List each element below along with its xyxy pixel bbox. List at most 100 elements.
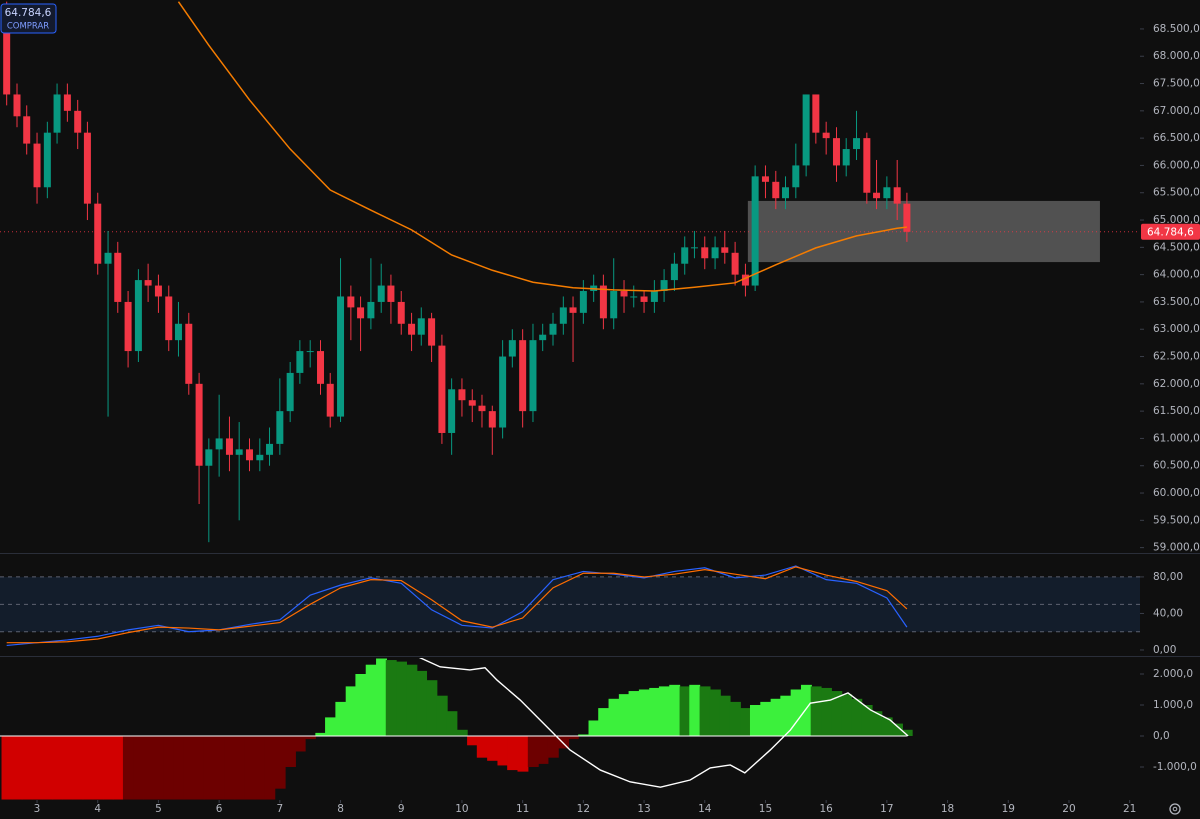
x-tick-label: 19 — [1002, 803, 1015, 815]
y-tick-label: 64.000,0 — [1153, 269, 1200, 281]
momentum-bar — [537, 735, 549, 764]
candle-body — [357, 307, 365, 319]
buy-button-frame[interactable] — [0, 3, 57, 34]
settings-gear[interactable] — [1169, 803, 1181, 815]
settings-icon[interactable] — [1169, 803, 1181, 815]
momentum-bar — [376, 658, 387, 736]
y-tick-label: 65.500,0 — [1153, 187, 1200, 199]
candle-body — [347, 296, 355, 308]
momentum-bar — [426, 680, 438, 736]
momentum-bar — [760, 701, 772, 736]
y-tick-label: 59.500,0 — [1153, 514, 1200, 526]
y-tick-label: 64.500,0 — [1153, 241, 1200, 253]
momentum-bar — [133, 735, 145, 800]
candle-body — [174, 323, 182, 341]
momentum-bar — [213, 735, 225, 800]
momentum-bar — [385, 660, 397, 736]
x-tick-label: 7 — [276, 803, 283, 815]
candle-body — [428, 318, 436, 346]
pane — [0, 565, 1140, 647]
momentum-bar — [729, 701, 741, 736]
x-tick-label: 14 — [698, 803, 712, 815]
momentum-bar — [608, 698, 620, 736]
x-tick-label: 11 — [516, 803, 529, 815]
momentum-bar — [335, 701, 347, 736]
candle-body — [670, 263, 678, 281]
candle-body — [63, 94, 71, 111]
candle-body — [94, 203, 102, 264]
momentum-bar — [740, 708, 752, 736]
candle-body — [599, 285, 607, 319]
momentum-bar — [234, 735, 245, 800]
y-tick-label: 59.000,0 — [1153, 542, 1200, 554]
candle-body — [539, 334, 547, 341]
y-tick-label: 1.000,0 — [1153, 699, 1193, 711]
candle-body — [326, 383, 334, 417]
y-tick-label: 0,0 — [1153, 730, 1170, 742]
candle-body — [519, 340, 527, 412]
candle-body — [640, 296, 648, 302]
candle-body — [488, 411, 496, 428]
y-tick-label: 67.500,0 — [1153, 78, 1200, 90]
y-tick-label: 63.500,0 — [1153, 296, 1200, 308]
momentum-bar — [689, 684, 701, 736]
momentum-bar — [831, 691, 843, 736]
candle-body — [650, 291, 658, 302]
momentum-bar — [467, 735, 479, 746]
candle-body — [660, 280, 668, 292]
y-tick-label: 61.500,0 — [1153, 405, 1200, 417]
candle-body — [690, 247, 698, 249]
candle-body — [185, 323, 193, 384]
momentum-bar — [517, 735, 529, 772]
momentum-bar — [628, 691, 640, 736]
momentum-bar — [841, 694, 852, 736]
candle-body — [195, 383, 203, 466]
candle-body — [873, 192, 881, 199]
candle-body — [731, 252, 739, 275]
momentum-bar — [224, 735, 236, 800]
y-tick-label: 68.500,0 — [1153, 23, 1200, 35]
candle-body — [701, 247, 709, 259]
candle-body — [832, 138, 840, 166]
candle-body — [124, 301, 132, 352]
x-tick-label: 9 — [398, 803, 405, 815]
momentum-bar — [51, 735, 63, 800]
momentum-bar — [487, 735, 499, 761]
momentum-bar — [92, 735, 104, 800]
settings-gear-center[interactable] — [1172, 806, 1178, 812]
x-tick-label: 3 — [34, 803, 41, 815]
candle-body — [549, 323, 557, 335]
buy-text[interactable]: COMPRAR — [7, 22, 49, 32]
x-tick-label: 10 — [455, 803, 468, 815]
momentum-bar — [173, 735, 185, 800]
x-tick-label: 15 — [759, 803, 772, 815]
candle-body — [114, 252, 122, 302]
y-tick-label: 66.500,0 — [1153, 132, 1200, 144]
candle-body — [478, 405, 486, 412]
candle-body — [508, 340, 516, 357]
candle-body — [387, 285, 395, 302]
signal-line — [418, 658, 909, 788]
momentum-bar — [892, 723, 903, 736]
plot-layer — [0, 1, 1140, 800]
oscillator-line — [6, 565, 908, 647]
momentum-bar — [658, 686, 670, 736]
momentum-bar — [11, 735, 23, 800]
candle-body — [458, 389, 466, 401]
momentum-bar — [547, 735, 559, 758]
pane — [0, 1, 1140, 543]
momentum-bar — [800, 684, 812, 736]
x-tick-label: 4 — [94, 803, 101, 815]
candle-body — [225, 438, 233, 455]
momentum-bar — [355, 673, 367, 736]
candle-body — [337, 296, 345, 417]
candle-body — [408, 323, 416, 335]
buy-button[interactable]: 64.784,6 COMPRAR — [0, 3, 57, 34]
last-price-label: 64.784,6 — [1147, 226, 1194, 238]
x-tick-label: 16 — [819, 803, 833, 815]
y-tick-label: 63.000,0 — [1153, 323, 1200, 335]
momentum-bar — [315, 732, 327, 736]
buy-price[interactable]: 64.784,6 — [5, 7, 52, 19]
y-tick-label: 61.000,0 — [1153, 432, 1200, 444]
